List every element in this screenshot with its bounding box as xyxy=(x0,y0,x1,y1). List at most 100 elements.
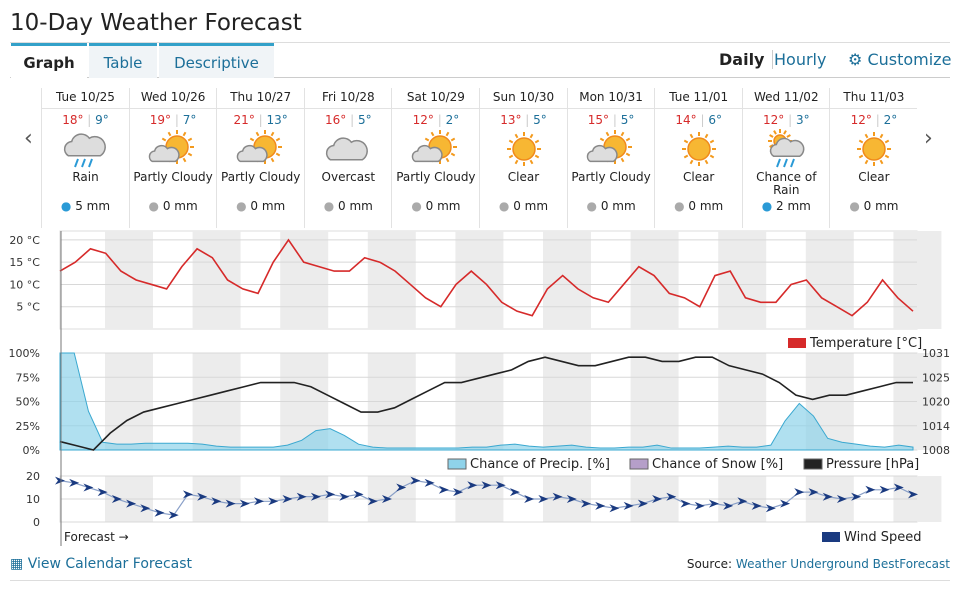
wind-arrow xyxy=(879,485,890,494)
temps: 12° | 3° xyxy=(762,113,810,127)
hi: 15° xyxy=(587,113,610,127)
wind-arrow xyxy=(69,478,80,487)
condition: Rain xyxy=(72,170,99,184)
hi: 12° xyxy=(850,113,872,127)
weather-icon xyxy=(411,130,457,164)
weather-icon xyxy=(681,132,716,166)
divider xyxy=(10,580,950,581)
mode[interactable]: Hourly xyxy=(774,50,827,69)
hi: 14° xyxy=(675,113,697,127)
temps: 14° | 6° xyxy=(675,113,722,127)
night-band xyxy=(455,231,504,329)
next-arrow[interactable]: › xyxy=(924,126,933,151)
lo: 3° xyxy=(795,113,810,127)
tick-label: 1025 xyxy=(922,371,950,384)
lo: 5° xyxy=(620,113,635,127)
wind-arrow xyxy=(239,499,250,508)
tick-label: 20 °C xyxy=(9,234,40,247)
lo: 9° xyxy=(95,113,109,127)
calendar-link[interactable]: ▦ View Calendar Forecast xyxy=(10,556,193,572)
tick-label: 10 °C xyxy=(9,278,40,291)
day-label: Mon 10/31 xyxy=(567,88,655,109)
wind-arrow xyxy=(168,511,179,520)
wind-arrow xyxy=(538,495,549,503)
weather-icon xyxy=(236,130,282,164)
precip-value: 0 mm xyxy=(425,199,461,213)
temps: 18° | 9° xyxy=(62,113,109,127)
lo: 2° xyxy=(883,113,898,127)
tick-label: 1031 xyxy=(922,347,950,360)
wind-arrow xyxy=(623,501,634,510)
mode[interactable]: Daily xyxy=(719,50,774,69)
wind-arrow xyxy=(438,485,449,494)
tab[interactable]: Graph xyxy=(11,43,87,80)
tab[interactable]: Table xyxy=(89,43,157,78)
tick-label: 0% xyxy=(23,444,40,457)
night-band xyxy=(105,231,153,329)
wind-arrow xyxy=(83,483,94,492)
tick-label: 5 °C xyxy=(16,301,40,314)
wind-arrow xyxy=(908,490,918,499)
weather-icon xyxy=(768,129,805,168)
precip: ● 0 mm xyxy=(674,199,724,213)
lo: 2° xyxy=(445,113,460,127)
tick-label: 10 xyxy=(26,493,40,506)
wind-arrow xyxy=(581,499,592,508)
tick-label: 1008 xyxy=(922,444,950,457)
tick-label: 15 °C xyxy=(9,256,40,269)
calendar-link-text[interactable]: View Calendar Forecast xyxy=(27,556,193,572)
day-label: Wed 11/02 xyxy=(742,88,830,109)
wind-arrow xyxy=(509,488,520,497)
wind-arrow xyxy=(637,499,648,508)
night-band xyxy=(805,231,854,329)
tick-label: 1020 xyxy=(922,396,950,409)
wind-arrow xyxy=(396,483,407,492)
day: Wed 11/02 12° | 3° Chance of Rain ● 2 mm xyxy=(741,88,830,228)
wind-arrow xyxy=(708,499,719,508)
prev-arrow[interactable]: ‹ xyxy=(24,126,33,151)
temps: 12° | 2° xyxy=(412,113,460,127)
hi: 12° xyxy=(762,113,785,127)
tab-bar xyxy=(10,42,950,78)
precip: ● 5 mm xyxy=(60,199,111,213)
wind-arrow xyxy=(97,488,108,497)
wind-arrow xyxy=(566,495,577,503)
condition: Partly Cloudy xyxy=(396,170,476,184)
day: Sat 10/29 12° | 2° Partly Cloudy ● 0 mm xyxy=(391,88,480,228)
customize[interactable]: ⚙ Customize xyxy=(848,50,952,69)
wind-arrow xyxy=(737,497,748,506)
wind-arrow xyxy=(225,499,236,508)
wind-arrow xyxy=(751,501,762,510)
wind-arrow xyxy=(652,495,663,503)
condition: Clear xyxy=(507,170,540,184)
wind-arrow xyxy=(453,488,464,497)
wind-arrow xyxy=(339,492,350,501)
tick-label: 0 xyxy=(33,516,40,529)
legend-label: Pressure [hPa] xyxy=(826,457,919,472)
tab[interactable]: Descriptive xyxy=(159,43,274,78)
wind-arrow xyxy=(353,490,364,499)
precip: ● 0 mm xyxy=(849,199,899,213)
precip: ● 0 mm xyxy=(236,199,286,213)
tick-label: 75% xyxy=(16,371,40,384)
title: 10-Day Weather Forecast xyxy=(10,10,302,36)
customize-label[interactable]: Customize xyxy=(867,50,952,69)
pressure-line xyxy=(59,356,913,451)
night-band xyxy=(718,231,767,329)
wind-arrow xyxy=(481,481,492,490)
night-band xyxy=(893,231,942,329)
precip-value: 0 mm xyxy=(863,199,899,213)
legend-swatch xyxy=(788,338,806,348)
day-label: Wed 10/26 xyxy=(129,88,217,109)
source-link[interactable]: Weather Underground BestForecast xyxy=(735,557,950,571)
wind-arrow xyxy=(410,476,421,485)
condition: Partly Cloudy xyxy=(221,170,301,184)
legend-label: Temperature [°C] xyxy=(809,336,922,351)
source: Source: Weather Underground BestForecast xyxy=(687,557,950,571)
precip: ● 2 mm xyxy=(761,199,811,213)
precip-value: 0 mm xyxy=(688,199,724,213)
hi: 16° xyxy=(324,113,347,127)
temps: 12° | 2° xyxy=(850,113,898,127)
hi: 13° xyxy=(500,113,522,127)
